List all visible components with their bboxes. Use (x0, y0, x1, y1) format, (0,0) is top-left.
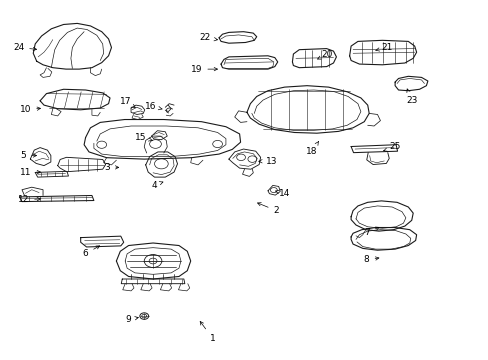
Text: 22: 22 (199, 33, 217, 42)
Text: 11: 11 (20, 167, 41, 176)
Text: 1: 1 (200, 321, 215, 343)
Text: 4: 4 (151, 181, 163, 190)
Text: 14: 14 (275, 189, 290, 198)
Text: 20: 20 (317, 50, 332, 59)
Text: 18: 18 (305, 141, 318, 156)
Text: 8: 8 (363, 256, 378, 264)
Text: 19: 19 (190, 65, 217, 74)
Text: 3: 3 (104, 163, 119, 172)
Text: 7: 7 (363, 227, 378, 237)
Text: 13: 13 (258, 157, 277, 166)
Text: 6: 6 (82, 246, 100, 258)
Text: 25: 25 (383, 143, 400, 152)
Text: 5: 5 (20, 151, 37, 160)
Text: 12: 12 (18, 195, 41, 204)
Text: 17: 17 (120, 97, 135, 108)
Text: 24: 24 (13, 43, 37, 52)
Text: 9: 9 (125, 315, 138, 324)
Text: 15: 15 (135, 133, 152, 142)
Text: 21: 21 (375, 43, 392, 52)
Text: 16: 16 (144, 102, 162, 111)
Text: 2: 2 (257, 203, 279, 215)
Text: 23: 23 (405, 89, 417, 104)
Text: 10: 10 (20, 105, 41, 114)
